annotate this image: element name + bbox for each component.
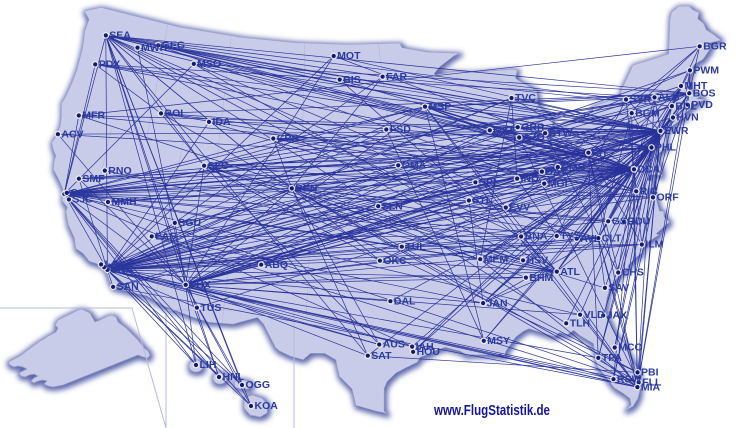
svg-text:MSY: MSY — [487, 335, 510, 347]
svg-text:TLH: TLH — [570, 318, 590, 330]
svg-text:ATL: ATL — [560, 266, 580, 278]
svg-text:IND: IND — [521, 173, 540, 185]
svg-text:TPA: TPA — [602, 352, 623, 364]
svg-text:SLN: SLN — [382, 200, 403, 212]
svg-text:MKE: MKE — [493, 125, 516, 137]
svg-text:SAV: SAV — [608, 282, 629, 294]
svg-text:HSV: HSV — [527, 255, 549, 267]
svg-text:www.FlugStatistik.de: www.FlugStatistik.de — [433, 403, 550, 419]
svg-text:ACV: ACV — [61, 128, 83, 140]
svg-text:BGM: BGM — [635, 107, 660, 119]
svg-text:CPR: CPR — [277, 133, 300, 145]
svg-text:SEA: SEA — [109, 30, 131, 42]
svg-text:SPI: SPI — [479, 177, 496, 189]
svg-text:PVD: PVD — [691, 99, 713, 111]
svg-text:SYR: SYR — [630, 94, 652, 106]
svg-text:MGI: MGI — [548, 178, 568, 190]
svg-text:HNL: HNL — [223, 371, 245, 383]
svg-text:BHM: BHM — [529, 272, 553, 284]
svg-text:CLT: CLT — [602, 232, 622, 244]
svg-text:BIS: BIS — [343, 74, 361, 86]
svg-text:SAT: SAT — [371, 350, 392, 362]
svg-text:TUS: TUS — [200, 302, 221, 314]
svg-text:IAH: IAH — [416, 341, 434, 353]
svg-text:MMH: MMH — [112, 196, 137, 208]
svg-text:IDA: IDA — [213, 116, 232, 128]
svg-text:RIC: RIC — [640, 186, 659, 198]
svg-text:MIA: MIA — [641, 381, 661, 393]
svg-text:SLC: SLC — [208, 160, 229, 172]
svg-text:MOT: MOT — [337, 50, 361, 62]
svg-text:DEN: DEN — [295, 183, 317, 195]
svg-text:LAX: LAX — [105, 259, 126, 271]
svg-text:RNO: RNO — [108, 165, 131, 177]
svg-text:SJC: SJC — [72, 194, 93, 206]
svg-text:PHX: PHX — [189, 279, 211, 291]
svg-text:FAR: FAR — [386, 71, 407, 83]
svg-text:ILM: ILM — [645, 239, 663, 251]
svg-text:KOA: KOA — [255, 400, 279, 412]
svg-text:ORF: ORF — [657, 192, 680, 204]
svg-text:BOI: BOI — [165, 108, 184, 120]
svg-text:OKC: OKC — [383, 255, 407, 267]
svg-text:DTW: DTW — [549, 127, 573, 139]
svg-text:BNA: BNA — [525, 231, 548, 243]
svg-text:TUL: TUL — [405, 241, 426, 253]
svg-text:TYS: TYS — [560, 230, 580, 242]
svg-text:MFR: MFR — [82, 110, 105, 122]
svg-text:JAX: JAX — [607, 310, 627, 322]
svg-text:SMF: SMF — [82, 173, 105, 185]
svg-text:HVN: HVN — [677, 112, 699, 124]
svg-text:CHS: CHS — [622, 267, 644, 279]
svg-text:JAN: JAN — [487, 297, 508, 309]
svg-text:BOS: BOS — [693, 87, 716, 99]
svg-text:FSD: FSD — [390, 124, 411, 136]
svg-text:GSO: GSO — [612, 216, 635, 228]
svg-text:AVL: AVL — [580, 233, 601, 245]
svg-text:RSW: RSW — [617, 373, 642, 385]
svg-text:AUS: AUS — [383, 339, 405, 351]
svg-text:OGG: OGG — [246, 379, 271, 391]
svg-text:PDX: PDX — [99, 59, 121, 71]
svg-text:EWR: EWR — [664, 125, 689, 137]
svg-text:SAN: SAN — [117, 281, 139, 293]
svg-text:PWM: PWM — [693, 65, 719, 77]
svg-text:MSO: MSO — [197, 58, 221, 70]
svg-text:BGR: BGR — [703, 41, 727, 53]
svg-text:LIH: LIH — [200, 359, 217, 371]
svg-text:DAL: DAL — [394, 295, 416, 307]
svg-text:DCA: DCA — [638, 164, 661, 176]
svg-text:CMH: CMH — [561, 161, 585, 173]
svg-text:GEG: GEG — [162, 40, 185, 52]
svg-text:MEM: MEM — [484, 253, 509, 265]
svg-text:PHL: PHL — [655, 142, 677, 154]
svg-text:STL: STL — [472, 195, 492, 207]
svg-text:SGU: SGU — [178, 217, 201, 229]
svg-text:LAS: LAS — [155, 231, 176, 243]
svg-text:OMA: OMA — [402, 160, 427, 172]
svg-text:ABQ: ABQ — [265, 259, 288, 271]
svg-text:PIT: PIT — [592, 147, 609, 159]
svg-text:MSP: MSP — [429, 101, 452, 113]
svg-text:AZO: AZO — [523, 132, 545, 144]
svg-text:TVC: TVC — [515, 92, 536, 104]
svg-text:EVV: EVV — [509, 202, 530, 214]
